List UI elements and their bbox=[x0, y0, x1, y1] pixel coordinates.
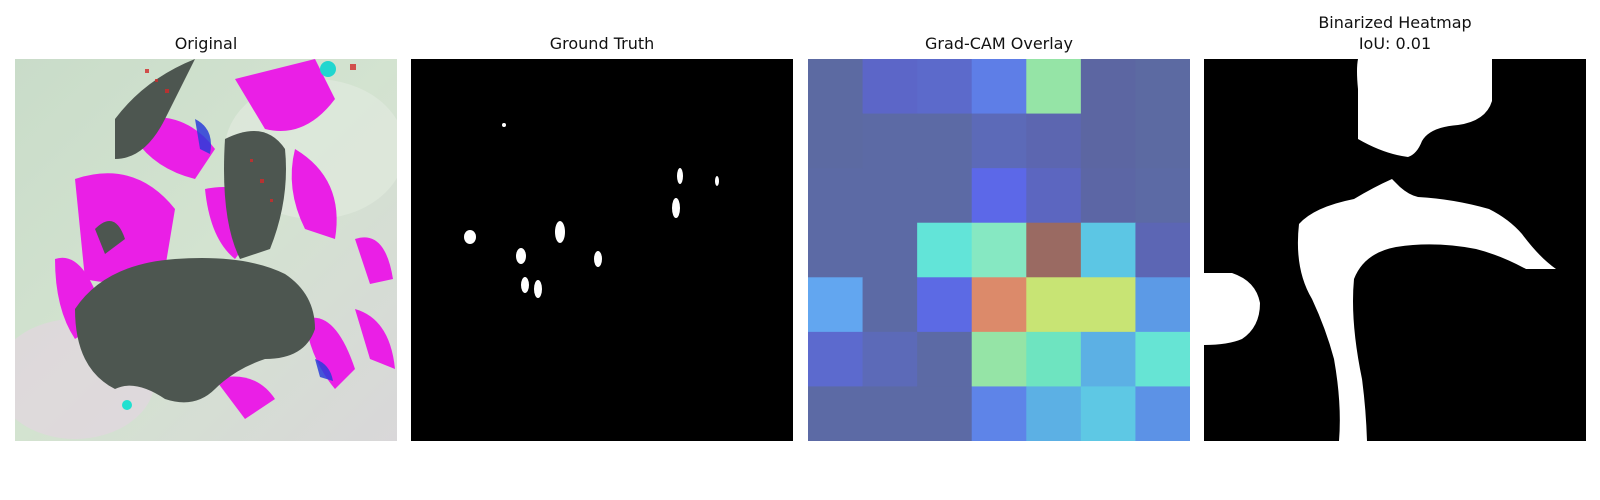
gradcam-cell bbox=[1080, 168, 1136, 224]
gradcam-cell bbox=[808, 331, 864, 387]
gradcam-cell bbox=[808, 386, 864, 441]
gradcam-cell bbox=[1080, 386, 1136, 441]
gradcam-cell bbox=[862, 331, 918, 387]
gradcam-cell bbox=[1080, 59, 1136, 115]
gradcam-cell bbox=[971, 59, 1027, 115]
ground-truth-title: Ground Truth bbox=[549, 34, 655, 53]
gradcam-cell bbox=[862, 386, 918, 441]
gradcam-cell bbox=[1135, 277, 1190, 333]
ground-truth-mask bbox=[411, 59, 793, 441]
gradcam-cell bbox=[808, 168, 864, 224]
gradcam-cell bbox=[1080, 277, 1136, 333]
gradcam-grid bbox=[808, 59, 1190, 441]
gradcam-cell bbox=[917, 222, 973, 278]
gradcam-cell bbox=[862, 222, 918, 278]
gradcam-cell bbox=[1135, 113, 1190, 169]
gradcam-cell bbox=[1135, 222, 1190, 278]
gradcam-heatmap bbox=[808, 59, 1190, 441]
original-leaf-picture bbox=[15, 59, 397, 441]
gradcam-cell bbox=[1026, 277, 1082, 333]
gradcam-cell bbox=[862, 59, 918, 115]
gradcam-cell bbox=[808, 277, 864, 333]
gradcam-cell bbox=[917, 59, 973, 115]
gradcam-cell bbox=[1135, 168, 1190, 224]
gradcam-cell bbox=[1026, 113, 1082, 169]
gradcam-cell bbox=[1026, 168, 1082, 224]
gradcam-cell bbox=[1080, 222, 1136, 278]
gradcam-cell bbox=[1080, 331, 1136, 387]
gradcam-cell bbox=[971, 331, 1027, 387]
gradcam-cell bbox=[971, 113, 1027, 169]
gradcam-title: Grad-CAM Overlay bbox=[925, 34, 1073, 53]
gradcam-cell bbox=[862, 168, 918, 224]
gradcam-cell bbox=[917, 168, 973, 224]
gradcam-cell bbox=[1026, 386, 1082, 441]
gradcam-cell bbox=[971, 168, 1027, 224]
gradcam-cell bbox=[1026, 331, 1082, 387]
original-title: Original bbox=[174, 34, 238, 53]
gradcam-cell bbox=[917, 277, 973, 333]
iou-label: IoU: 0.01 bbox=[1358, 34, 1432, 53]
gradcam-cell bbox=[862, 277, 918, 333]
gradcam-cell bbox=[917, 331, 973, 387]
gradcam-cell bbox=[917, 386, 973, 441]
gradcam-cell bbox=[808, 113, 864, 169]
gradcam-cell bbox=[1080, 113, 1136, 169]
gradcam-cell bbox=[1026, 59, 1082, 115]
gradcam-cell bbox=[1135, 386, 1190, 441]
gradcam-cell bbox=[971, 222, 1027, 278]
gradcam-cell bbox=[917, 113, 973, 169]
binarized-mask bbox=[1204, 59, 1586, 441]
gradcam-cell bbox=[971, 277, 1027, 333]
gradcam-cell bbox=[808, 59, 864, 115]
gradcam-cell bbox=[1135, 331, 1190, 387]
gradcam-cell bbox=[971, 386, 1027, 441]
gradcam-cell bbox=[808, 222, 864, 278]
gradcam-cell bbox=[1135, 59, 1190, 115]
gradcam-cell bbox=[1026, 222, 1082, 278]
original-image bbox=[15, 59, 397, 441]
binarized-title: Binarized Heatmap bbox=[1318, 13, 1472, 32]
gradcam-cell bbox=[862, 113, 918, 169]
